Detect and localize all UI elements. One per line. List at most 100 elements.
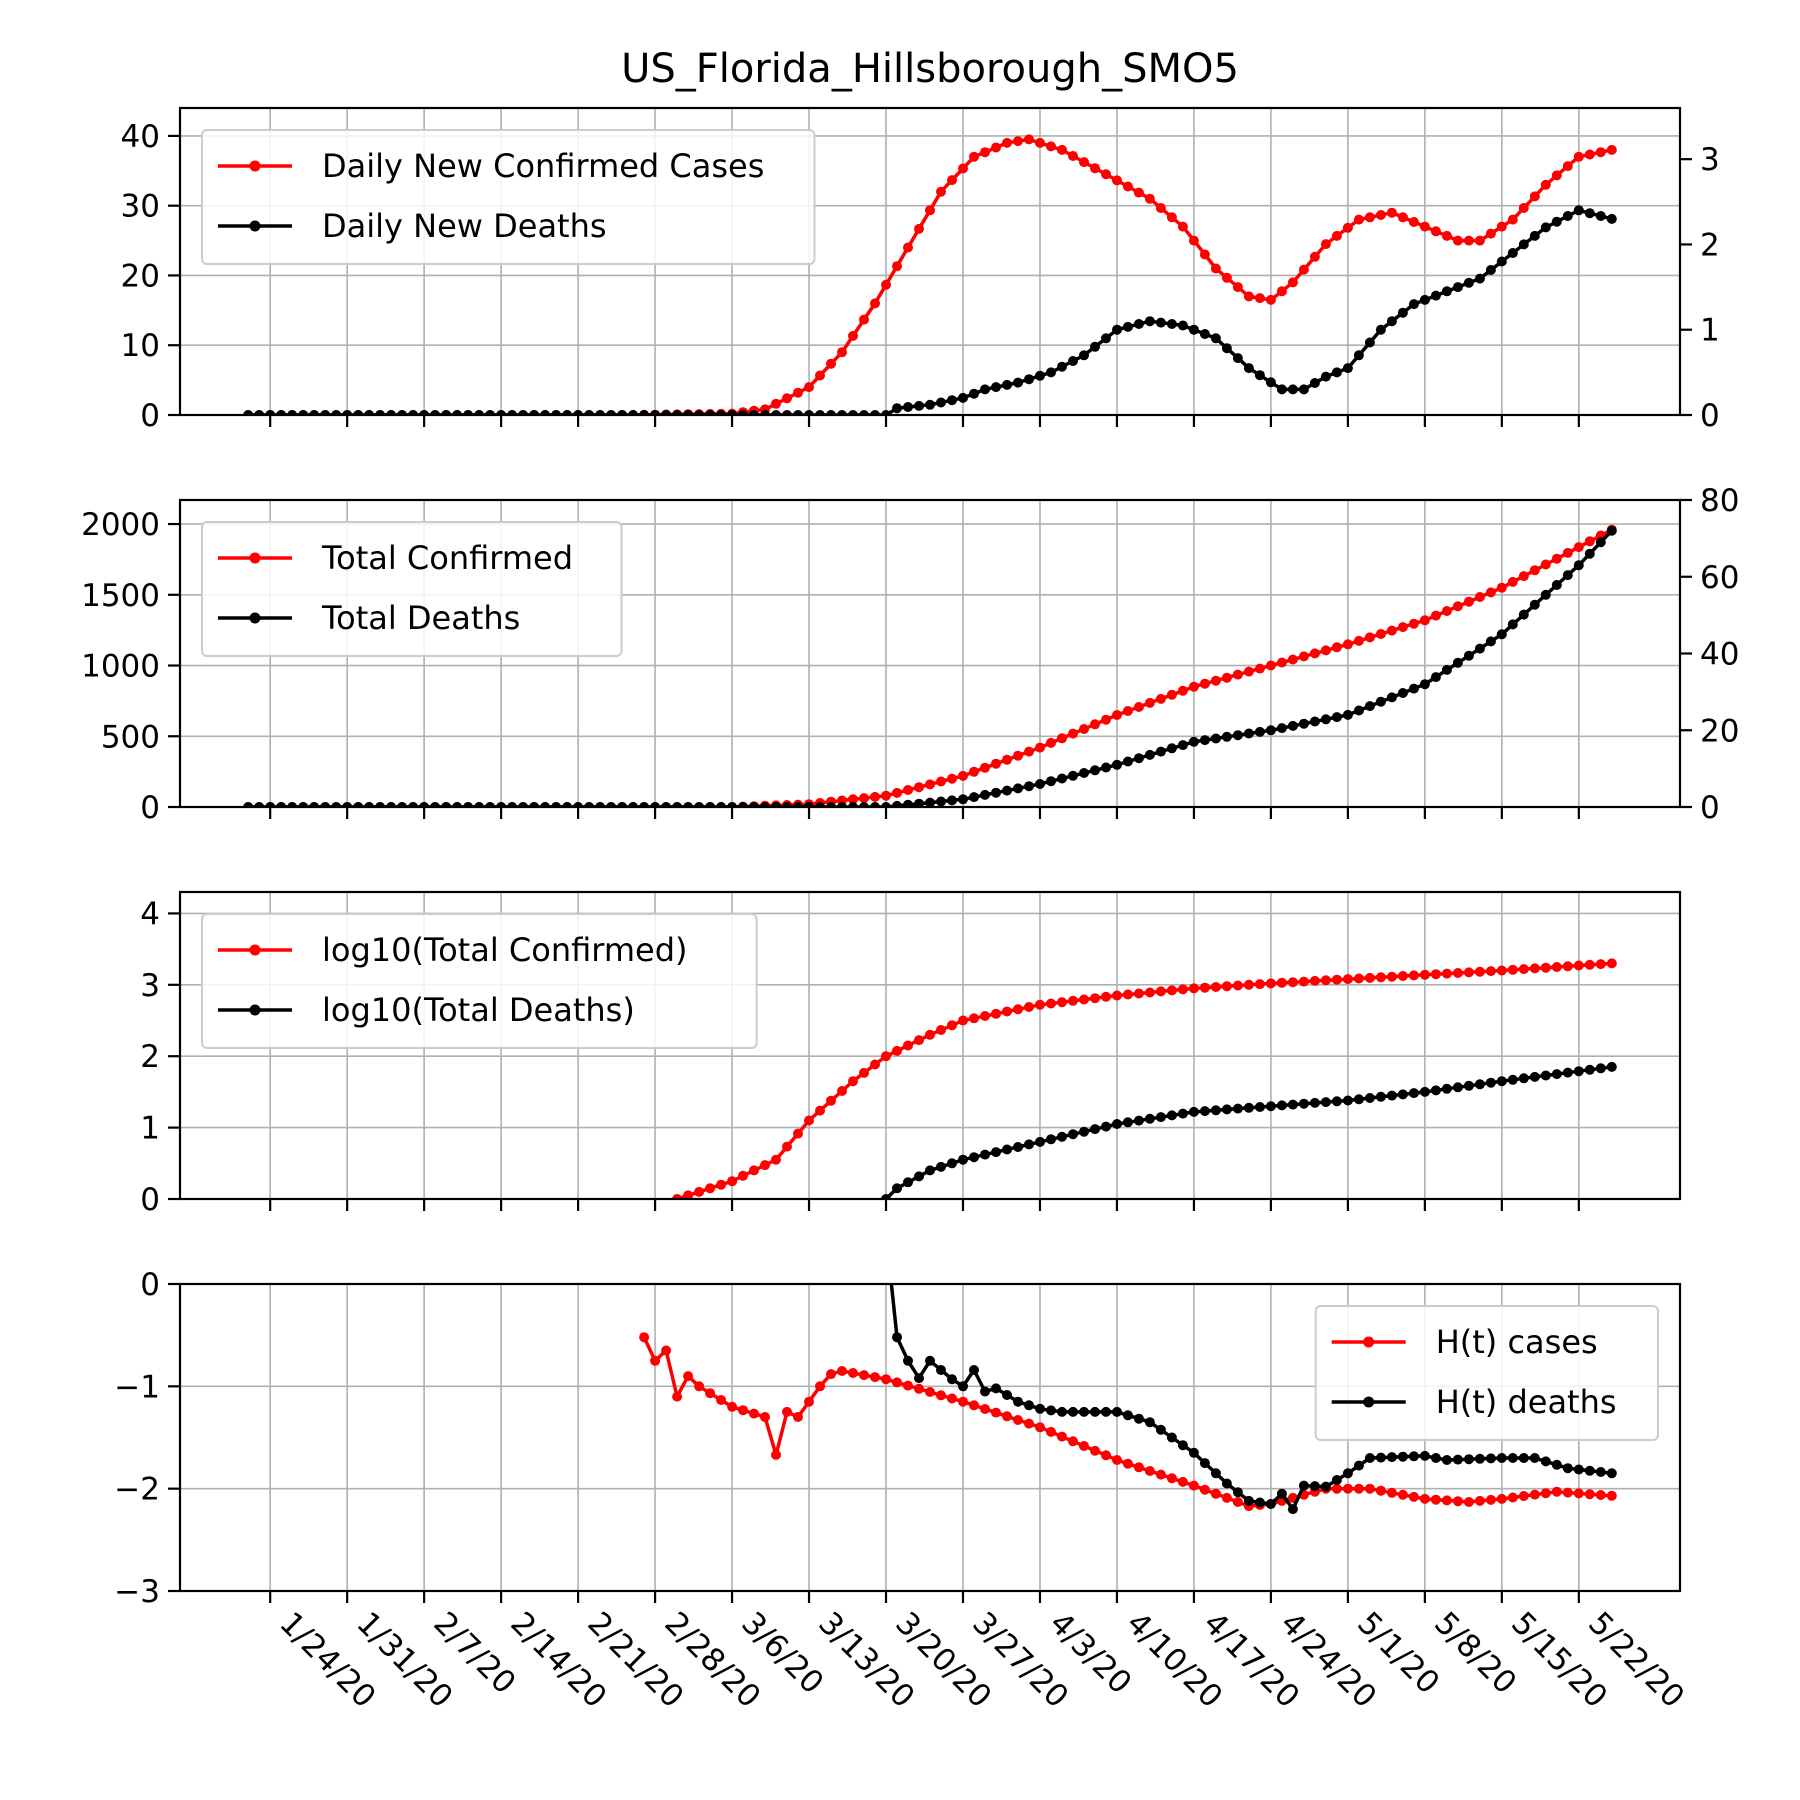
y-tick-label: 1500 bbox=[81, 578, 160, 614]
data-point bbox=[595, 410, 606, 415]
legend-label: Total Confirmed bbox=[321, 539, 573, 577]
data-point bbox=[1419, 294, 1430, 305]
data-point bbox=[573, 802, 584, 807]
y-tick-label: 0 bbox=[140, 1267, 160, 1303]
data-point bbox=[1573, 205, 1584, 216]
data-point bbox=[804, 1115, 814, 1126]
data-point bbox=[1463, 596, 1474, 607]
data-point bbox=[892, 1332, 902, 1343]
data-point bbox=[1452, 1454, 1463, 1465]
data-point bbox=[1133, 187, 1144, 198]
data-point bbox=[980, 384, 990, 395]
data-point bbox=[1353, 705, 1364, 716]
data-point bbox=[1122, 1117, 1133, 1128]
data-point bbox=[1265, 725, 1276, 736]
data-point bbox=[1199, 249, 1210, 260]
data-point bbox=[1496, 221, 1507, 232]
data-point bbox=[309, 802, 320, 807]
data-point bbox=[1101, 333, 1111, 344]
data-point bbox=[1562, 961, 1573, 972]
x-tick-label: 5/8/20 bbox=[1427, 1605, 1523, 1701]
data-point bbox=[1122, 756, 1133, 767]
data-point bbox=[991, 1383, 1001, 1394]
axes-frame bbox=[178, 890, 1682, 1201]
data-point bbox=[1199, 329, 1210, 339]
data-point bbox=[936, 1025, 946, 1035]
data-point bbox=[881, 279, 891, 290]
data-point bbox=[1166, 689, 1177, 700]
data-point bbox=[584, 802, 595, 807]
data-point bbox=[1551, 1486, 1562, 1497]
data-point bbox=[1133, 1115, 1144, 1126]
data-point bbox=[1254, 293, 1265, 304]
data-point bbox=[1079, 1441, 1089, 1451]
data-point bbox=[496, 802, 507, 807]
data-point bbox=[870, 410, 880, 415]
series-black-daily bbox=[243, 205, 1617, 415]
data-point bbox=[1090, 341, 1100, 352]
data-point bbox=[716, 1179, 727, 1190]
data-point bbox=[1035, 1403, 1045, 1414]
y-tick-label: −2 bbox=[114, 1472, 160, 1508]
data-point bbox=[1375, 1485, 1386, 1496]
data-point bbox=[309, 410, 320, 415]
data-point bbox=[1496, 582, 1507, 593]
data-point bbox=[1177, 1476, 1188, 1487]
data-point bbox=[925, 779, 935, 790]
data-point bbox=[1463, 1080, 1474, 1091]
data-point bbox=[1298, 1480, 1309, 1491]
data-point bbox=[837, 410, 847, 415]
data-point bbox=[1408, 970, 1419, 981]
data-point bbox=[1210, 982, 1221, 992]
data-point bbox=[1452, 968, 1463, 978]
y-tick-label: 20 bbox=[121, 258, 160, 294]
y-right-tick-label: 0 bbox=[1700, 790, 1720, 826]
data-point bbox=[1166, 319, 1177, 329]
data-point bbox=[1342, 222, 1353, 233]
y-right-tick-label: 60 bbox=[1700, 560, 1739, 596]
data-point bbox=[925, 205, 935, 216]
data-point bbox=[1287, 277, 1298, 288]
data-point bbox=[881, 1194, 891, 1199]
data-point bbox=[1496, 629, 1507, 640]
data-point bbox=[1024, 1139, 1034, 1150]
data-point bbox=[903, 1355, 913, 1366]
data-point bbox=[1320, 975, 1331, 986]
data-point bbox=[881, 1051, 891, 1062]
y-tick-label: 30 bbox=[121, 189, 160, 225]
data-point bbox=[595, 802, 606, 807]
data-point bbox=[1188, 681, 1199, 692]
data-point bbox=[914, 1171, 924, 1182]
data-point bbox=[1232, 1497, 1243, 1507]
data-point bbox=[1243, 363, 1254, 374]
data-point bbox=[1287, 720, 1298, 731]
data-point bbox=[760, 410, 770, 415]
data-point bbox=[1265, 1499, 1276, 1509]
data-point bbox=[1551, 170, 1562, 181]
y-tick-label: 10 bbox=[121, 328, 160, 364]
legend: Daily New Confirmed Cases Daily New Death… bbox=[201, 129, 816, 265]
data-point bbox=[1562, 1067, 1573, 1078]
data-point bbox=[1441, 286, 1452, 297]
data-point bbox=[1024, 134, 1034, 145]
data-point bbox=[859, 314, 869, 325]
data-point bbox=[1133, 702, 1144, 712]
y-tick-label: 1000 bbox=[81, 649, 160, 685]
data-point bbox=[1122, 706, 1133, 716]
data-point bbox=[540, 410, 551, 415]
data-point bbox=[1342, 1468, 1353, 1479]
data-point bbox=[947, 773, 957, 784]
data-point bbox=[1397, 212, 1408, 223]
data-point bbox=[1287, 654, 1298, 665]
data-point bbox=[1068, 356, 1078, 366]
data-point bbox=[1529, 565, 1540, 576]
data-point bbox=[936, 1365, 946, 1375]
data-point bbox=[1430, 610, 1441, 621]
data-point bbox=[1430, 969, 1441, 980]
figure-title: US_Florida_Hillsborough_SMO5 bbox=[621, 46, 1239, 92]
data-point bbox=[364, 802, 375, 807]
data-point bbox=[1364, 632, 1375, 643]
data-point bbox=[958, 1154, 968, 1165]
data-point bbox=[1101, 1406, 1111, 1417]
